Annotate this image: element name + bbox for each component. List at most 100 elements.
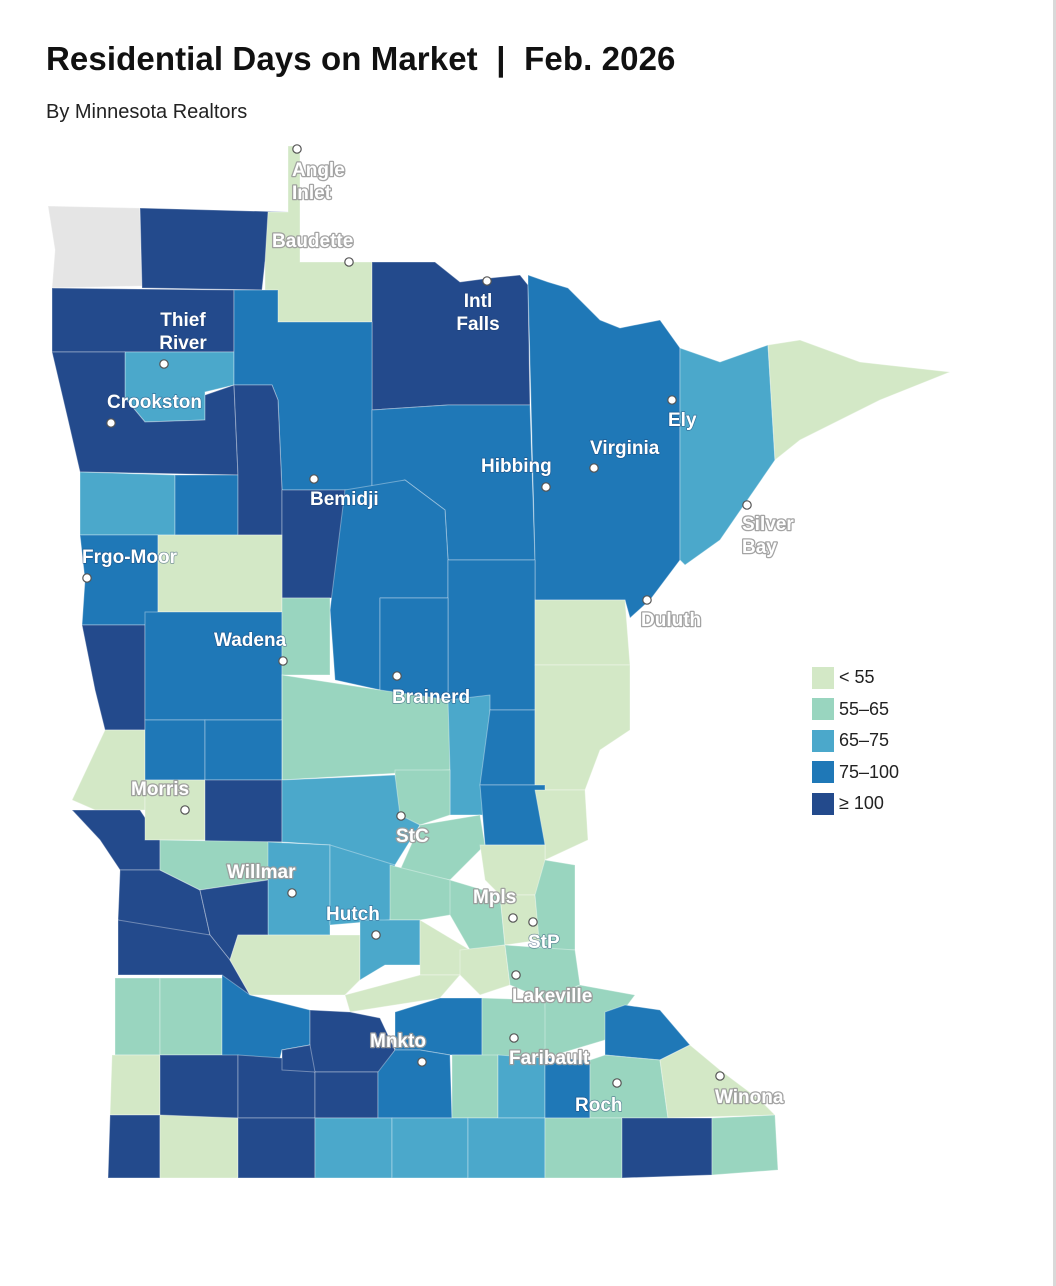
city-label: Angle xyxy=(292,160,345,181)
city-label: Bay xyxy=(742,537,777,558)
city-marker-dot xyxy=(371,930,381,940)
city-stc[interactable]: StC xyxy=(395,811,430,848)
city-marker-dot xyxy=(715,1071,725,1081)
region-renville[interactable] xyxy=(229,934,361,996)
city-marker-dot xyxy=(508,913,518,923)
city-hutch[interactable]: Hutch xyxy=(325,903,381,940)
city-marker-dot xyxy=(541,482,551,492)
region-polk[interactable] xyxy=(51,351,239,476)
region-nobles[interactable] xyxy=(159,1114,239,1179)
region-mcleod[interactable] xyxy=(359,919,421,981)
city-marker-dot xyxy=(612,1078,622,1088)
city-wadena[interactable]: Wadena xyxy=(213,629,288,666)
city-morris[interactable]: Morris xyxy=(130,778,190,815)
city-marker-dot xyxy=(344,257,354,267)
city-label: Willmar xyxy=(227,862,296,883)
city-duluth[interactable]: Duluth xyxy=(640,595,702,632)
city-ely[interactable]: Ely xyxy=(667,395,698,432)
city-winona[interactable]: Winona xyxy=(714,1071,785,1109)
city-mpls[interactable]: Mpls xyxy=(472,886,518,923)
city-mnkto[interactable]: Mnkto xyxy=(369,1030,427,1067)
region-waseca[interactable] xyxy=(451,1054,499,1119)
region-lake-of-the-woods[interactable] xyxy=(264,145,373,323)
city-virginia[interactable]: Virginia xyxy=(589,437,660,473)
region-chisago[interactable] xyxy=(534,789,589,861)
legend: < 55 55–65 65–75 75–100 ≥ 100 xyxy=(812,662,899,820)
region-watonwan[interactable] xyxy=(314,1071,379,1119)
city-lakeville[interactable]: Lakeville xyxy=(511,970,594,1008)
region-mille-lacs[interactable] xyxy=(447,694,491,816)
region-scott[interactable] xyxy=(459,944,511,996)
region-grant[interactable] xyxy=(144,719,206,781)
region-crow-wing[interactable] xyxy=(379,597,449,701)
legend-label: 65–75 xyxy=(839,730,890,751)
city-label: Winona xyxy=(715,1087,784,1108)
region-sibley[interactable] xyxy=(344,974,461,1013)
region-faribault[interactable] xyxy=(391,1117,469,1179)
city-label: Roch xyxy=(575,1095,623,1116)
city-marker-dot xyxy=(642,595,652,605)
city-label: River xyxy=(159,333,207,354)
region-otter-tail[interactable] xyxy=(144,611,283,721)
city-willmar[interactable]: Willmar xyxy=(226,861,297,898)
region-martin[interactable] xyxy=(314,1117,393,1179)
region-rock[interactable] xyxy=(107,1114,161,1179)
region-norman[interactable] xyxy=(79,471,176,536)
city-faribault[interactable]: Faribault xyxy=(508,1033,591,1070)
city-marker-dot xyxy=(278,656,288,666)
city-roch[interactable]: Roch xyxy=(574,1078,623,1117)
city-brainerd[interactable]: Brainerd xyxy=(391,671,471,709)
legend-item-65-75: 65–75 xyxy=(812,725,899,757)
region-kandiyohi[interactable] xyxy=(267,841,331,936)
region-clearwater[interactable] xyxy=(233,384,283,536)
region-jackson[interactable] xyxy=(237,1117,316,1179)
legend-label: < 55 xyxy=(839,667,875,688)
city-stp[interactable]: StP xyxy=(527,917,561,954)
region-brown[interactable] xyxy=(281,1044,316,1073)
region-douglas[interactable] xyxy=(204,719,283,781)
region-rice[interactable] xyxy=(481,997,549,1059)
region-freeborn[interactable] xyxy=(467,1117,546,1179)
region-lincoln[interactable] xyxy=(114,977,161,1056)
city-marker-dot xyxy=(509,1033,519,1043)
map-title: Residential Days on Market | Feb. 2026 xyxy=(46,40,676,77)
region-koochiching[interactable] xyxy=(371,261,531,411)
region-mahnomen[interactable] xyxy=(174,474,239,536)
city-marker-dot xyxy=(287,888,297,898)
city-hibbing[interactable]: Hibbing xyxy=(480,455,552,492)
region-mower[interactable] xyxy=(544,1117,623,1179)
region-sherburne[interactable] xyxy=(399,814,486,881)
city-marker-dot xyxy=(82,573,92,583)
region-pipestone[interactable] xyxy=(109,1054,161,1116)
city-marker-dot xyxy=(667,395,677,405)
city-crookston[interactable]: Crookston xyxy=(106,391,203,428)
region-lake[interactable] xyxy=(679,344,776,566)
region-murray[interactable] xyxy=(159,1054,239,1119)
region-lyon[interactable] xyxy=(159,977,223,1056)
region-cook[interactable] xyxy=(767,339,951,461)
city-marker-dot xyxy=(528,917,538,927)
city-baudette[interactable]: Baudette xyxy=(271,230,355,267)
city-marker-dot xyxy=(159,359,169,369)
region-fillmore[interactable] xyxy=(621,1117,713,1179)
region-pope[interactable] xyxy=(204,779,283,843)
city-marker-dot xyxy=(742,500,752,510)
region-kanabec[interactable] xyxy=(479,709,536,786)
region-wadena[interactable] xyxy=(281,597,331,676)
region-blue-earth[interactable] xyxy=(377,1049,453,1119)
region-houston[interactable] xyxy=(711,1114,779,1176)
city-frgo-moor[interactable]: Frgo-Moor xyxy=(81,546,178,583)
region-pine[interactable] xyxy=(534,664,631,791)
region-wilkin[interactable] xyxy=(81,624,146,731)
region-carlton[interactable] xyxy=(534,599,631,666)
city-label: Virginia xyxy=(590,438,660,459)
city-label: Hutch xyxy=(326,904,380,925)
city-bemidji[interactable]: Bemidji xyxy=(309,474,379,511)
city-marker-dot xyxy=(589,463,599,473)
region-kittson[interactable] xyxy=(47,205,143,289)
city-marker-dot xyxy=(309,474,319,484)
